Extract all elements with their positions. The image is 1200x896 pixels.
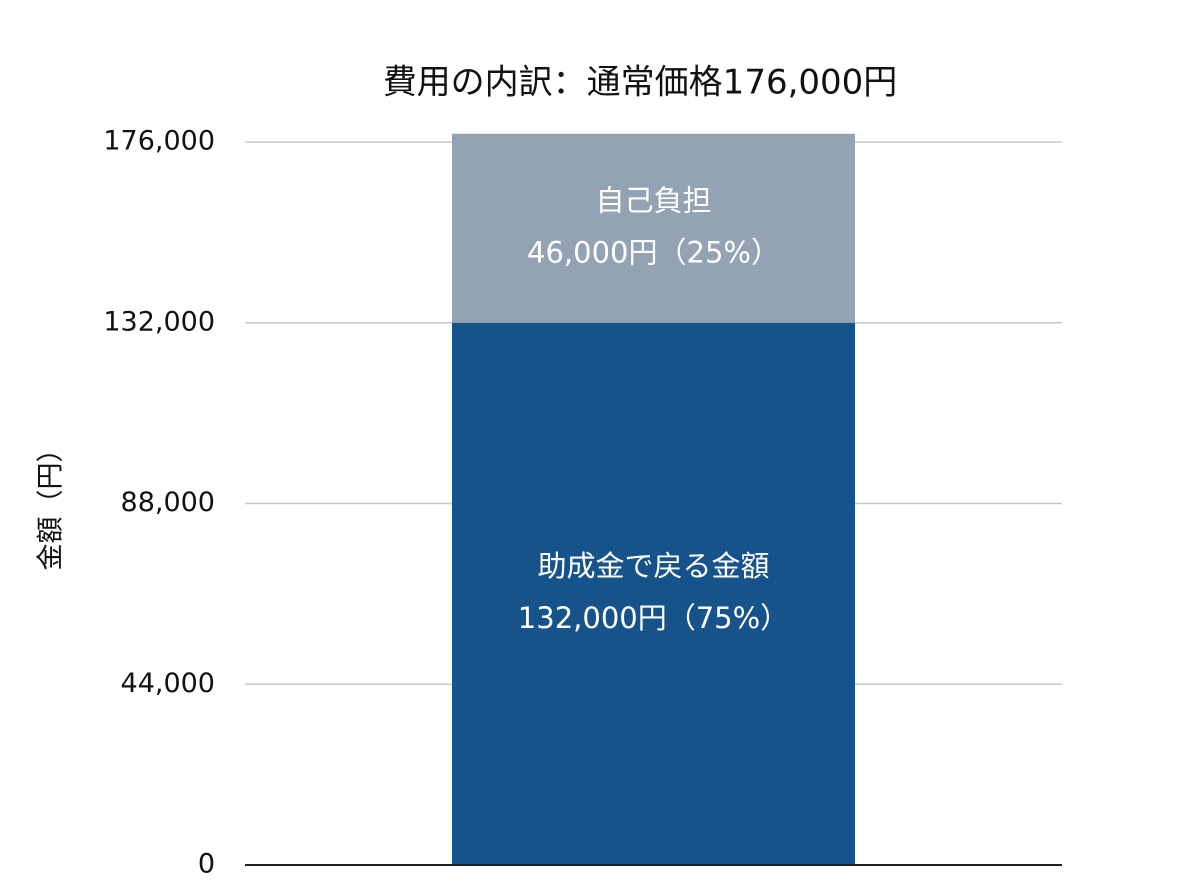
y-tick-label: 88,000 [121,487,215,518]
chart-title: 費用の内訳：通常価格176,000円 [383,63,898,103]
segment-name: 自己負担 [595,183,711,217]
value-label: 46,000円（25%） [527,235,780,269]
y-tick-label: 176,000 [103,126,215,157]
y-tick-label: 0 [198,849,215,880]
y-tick-label: 132,000 [103,306,215,337]
bar-segment [452,133,855,323]
value-label: 132,000円（75%） [518,601,789,635]
y-tick-label: 44,000 [121,668,215,699]
bar-segment [452,322,855,865]
y-axis-label: 金額（円） [36,436,67,571]
segment-name: 助成金で戻る金額 [537,549,769,583]
